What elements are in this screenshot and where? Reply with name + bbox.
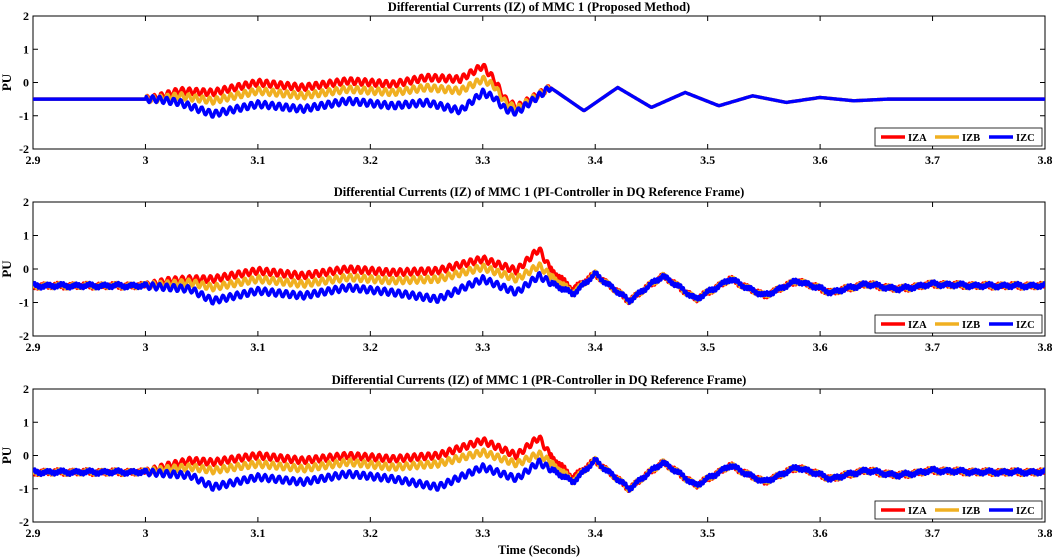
y-tick-label: -2	[19, 329, 29, 343]
y-tick-label: -1	[19, 109, 29, 123]
legend-label-izb: IZB	[962, 506, 980, 517]
legend-label-izc: IZC	[1016, 320, 1035, 331]
legend-label-izc: IZC	[1016, 133, 1035, 144]
chart-title: Differential Currents (IZ) of MMC 1 (PR-…	[332, 373, 747, 387]
legend-label-iza: IZA	[908, 506, 927, 517]
x-tick-label: 3.8	[1038, 340, 1052, 354]
legend-label-izb: IZB	[962, 133, 980, 144]
y-tick-label: 0	[23, 76, 29, 90]
y-tick-label: 1	[23, 42, 29, 56]
y-tick-label: 2	[23, 195, 29, 209]
x-tick-label: 3.7	[925, 526, 940, 540]
legend-label-izc: IZC	[1016, 506, 1035, 517]
x-tick-label: 3.5	[700, 526, 715, 540]
y-tick-label: 2	[23, 382, 29, 396]
x-tick-label: 3.1	[250, 526, 265, 540]
x-tick-label: 3.5	[700, 153, 715, 167]
x-tick-label: 3.4	[588, 153, 603, 167]
chart-panel-3: Differential Currents (IZ) of MMC 1 (PR-…	[0, 373, 1052, 557]
x-tick-label: 3.6	[813, 526, 828, 540]
y-tick-label: 1	[23, 415, 29, 429]
x-tick-label: 3	[142, 340, 148, 354]
curves	[33, 246, 1045, 306]
x-tick-label: 3.1	[250, 153, 265, 167]
x-tick-label: 2.9	[26, 340, 41, 354]
legend-label-iza: IZA	[908, 320, 927, 331]
chart-title: Differential Currents (IZ) of MMC 1 (PI-…	[334, 185, 745, 199]
y-tick-label: -2	[19, 142, 29, 156]
x-tick-label: 3.2	[363, 526, 378, 540]
x-tick-label: 3	[142, 153, 148, 167]
x-tick-label: 3.8	[1038, 153, 1052, 167]
x-tick-label: 3.6	[813, 340, 828, 354]
chart-title: Differential Currents (IZ) of MMC 1 (Pro…	[388, 0, 690, 14]
x-tick-label: 3.4	[588, 526, 603, 540]
legend: IZA IZB IZC	[874, 127, 1043, 147]
x-tick-label: 3.1	[250, 340, 265, 354]
legend: IZA IZB IZC	[874, 500, 1043, 520]
y-tick-label: -2	[19, 515, 29, 529]
legend-label-iza: IZA	[908, 133, 927, 144]
x-tick-label: 3.7	[925, 340, 940, 354]
y-tick-label: 1	[23, 229, 29, 243]
series-line-izc	[33, 85, 1045, 119]
y-tick-label: 2	[23, 9, 29, 23]
x-tick-label: 3.7	[925, 153, 940, 167]
series-line-izc	[33, 456, 1045, 493]
series-line-izc	[33, 270, 1045, 306]
x-tick-label: 3.5	[700, 340, 715, 354]
curves	[33, 434, 1045, 494]
x-tick-label: 3.4	[588, 340, 603, 354]
x-tick-label: 3.3	[475, 526, 490, 540]
y-tick-label: 0	[23, 449, 29, 463]
chart-panel-1: Differential Currents (IZ) of MMC 1 (Pro…	[0, 0, 1052, 167]
x-tick-label: 3.2	[363, 340, 378, 354]
chart-panel-2: Differential Currents (IZ) of MMC 1 (PI-…	[0, 185, 1052, 354]
x-tick-label: 2.9	[26, 526, 41, 540]
legend: IZA IZB IZC	[874, 314, 1043, 334]
x-tick-label: 3.3	[475, 340, 490, 354]
y-axis-label: PU	[0, 73, 14, 91]
y-tick-label: -1	[19, 482, 29, 496]
x-tick-label: 3.2	[363, 153, 378, 167]
y-tick-label: -1	[19, 296, 29, 310]
x-tick-label: 3.3	[475, 153, 490, 167]
curves	[33, 62, 1045, 119]
x-tick-label: 3	[142, 526, 148, 540]
plot-area	[32, 15, 1046, 150]
x-axis-label: Time (Seconds)	[498, 543, 580, 557]
y-tick-label: 0	[23, 262, 29, 276]
x-tick-label: 2.9	[26, 153, 41, 167]
legend-label-izb: IZB	[962, 320, 980, 331]
y-axis-label: PU	[0, 260, 14, 278]
x-tick-label: 3.6	[813, 153, 828, 167]
y-axis-label: PU	[0, 446, 14, 464]
x-tick-label: 3.8	[1038, 526, 1052, 540]
